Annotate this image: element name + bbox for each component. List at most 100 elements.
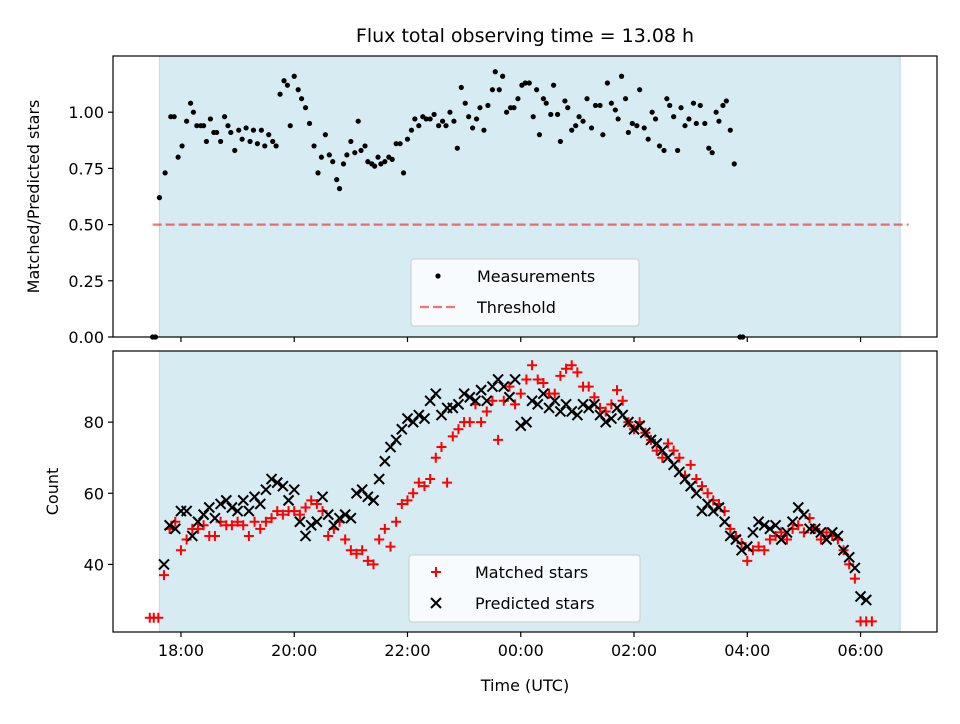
measurement-point [723, 98, 729, 104]
measurement-point [194, 123, 200, 129]
matched-star-point [521, 374, 532, 385]
predicted-star-point [486, 380, 499, 393]
predicted-star-point [475, 384, 487, 396]
predicted-star-point [520, 416, 533, 428]
measurement-point [622, 96, 629, 102]
matched-star-point [436, 442, 447, 453]
matched-star-point [396, 498, 407, 509]
matched-star-point [617, 395, 628, 406]
predicted-star-point [741, 540, 753, 553]
predicted-star-point [503, 391, 516, 403]
measurement-point [262, 143, 268, 149]
measurement-point [254, 141, 261, 147]
measurement-point [645, 136, 651, 142]
measurement-point [489, 87, 496, 93]
measurement-point [629, 120, 635, 127]
predicted-star-point [447, 402, 459, 414]
measurement-point [671, 114, 677, 120]
measurement-point [576, 114, 582, 120]
legend: Matched stars Predicted stars [408, 554, 641, 623]
matched-star-point [345, 545, 356, 556]
x-tick-label: 22:00 [384, 641, 430, 660]
matched-star-point [510, 399, 521, 410]
bottom-panel: 40 60 80 18:00 20:00 22:00 00:00 02:00 04:00 06:0… [43, 350, 938, 695]
predicted-star-point [633, 419, 646, 432]
matched-star-point [493, 434, 504, 445]
measurement-point [466, 114, 472, 120]
measurement-point [693, 120, 699, 127]
measurement-point [336, 186, 343, 192]
matched-star-point [413, 477, 424, 488]
measurement-point [284, 82, 291, 88]
matched-star-point [849, 573, 860, 584]
matched-star-point [351, 548, 362, 559]
matched-star-point [255, 523, 266, 534]
matched-star-point [419, 481, 430, 492]
predicted-star-point [515, 419, 527, 432]
measurement-point [258, 127, 264, 133]
y-tick-label: 0.50 [68, 216, 104, 235]
series-predicted-stars [158, 373, 872, 606]
y-tick-label: 40 [84, 555, 104, 574]
measurement-point [584, 96, 590, 102]
measurement-point [423, 116, 429, 122]
predicted-star-point [401, 412, 414, 425]
matched-star-point [753, 541, 764, 552]
predicted-star-point [707, 505, 720, 517]
predicted-star-point [769, 519, 782, 531]
predicted-star-point [498, 380, 510, 393]
predicted-star-point [588, 398, 601, 411]
matched-star-point [481, 406, 492, 417]
measurement-point [225, 123, 231, 129]
measurement-point [175, 154, 181, 160]
matched-star-point [323, 530, 334, 541]
measurement-point [706, 145, 712, 151]
measurement-point [511, 105, 517, 111]
matched-star-point [685, 459, 696, 470]
measurement-point [481, 127, 487, 133]
matched-star-point [402, 495, 413, 506]
predicted-star-point [396, 423, 408, 435]
predicted-star-point [203, 501, 215, 514]
matched-star-point [300, 502, 311, 513]
measurement-point [190, 109, 197, 115]
measurement-point [720, 102, 726, 109]
matched-star-point [866, 616, 877, 627]
measurement-point [427, 116, 433, 122]
predicted-star-point [639, 427, 652, 439]
series-measurements [150, 69, 746, 340]
measurement-point [201, 123, 207, 129]
matched-star-point [391, 516, 402, 527]
matched-star-point [515, 388, 526, 399]
predicted-star-point [656, 444, 669, 457]
legend-measurements-marker [435, 273, 441, 279]
legend-predicted-marker [430, 597, 442, 609]
measurement-point [652, 116, 659, 122]
predicted-star-point [407, 416, 419, 428]
measurement-point [404, 136, 411, 142]
predicted-star-point [860, 594, 872, 606]
matched-star-point [175, 545, 186, 556]
measurement-point [667, 102, 673, 109]
measurement-point [355, 118, 361, 124]
predicted-star-point [837, 544, 850, 556]
legend-label: Measurements [477, 267, 595, 286]
x-tick-label: 02:00 [611, 641, 657, 660]
measurement-point [526, 80, 532, 86]
matched-star-point [651, 445, 662, 456]
predicted-star-point [701, 498, 714, 510]
matched-star-point [815, 534, 826, 545]
predicted-star-point [583, 402, 595, 414]
predicted-star-point [809, 523, 821, 535]
matched-star-point [368, 559, 379, 570]
predicted-star-point [350, 487, 363, 499]
y-axis-label: Count [43, 468, 62, 516]
matched-star-point [277, 509, 288, 520]
measurement-point [664, 96, 670, 102]
matched-star-point [674, 452, 685, 463]
x-tick-label: 18:00 [158, 641, 204, 660]
predicted-star-point [186, 530, 198, 542]
matched-star-point [668, 445, 679, 456]
measurement-point [530, 114, 536, 120]
predicted-star-point [367, 494, 380, 507]
